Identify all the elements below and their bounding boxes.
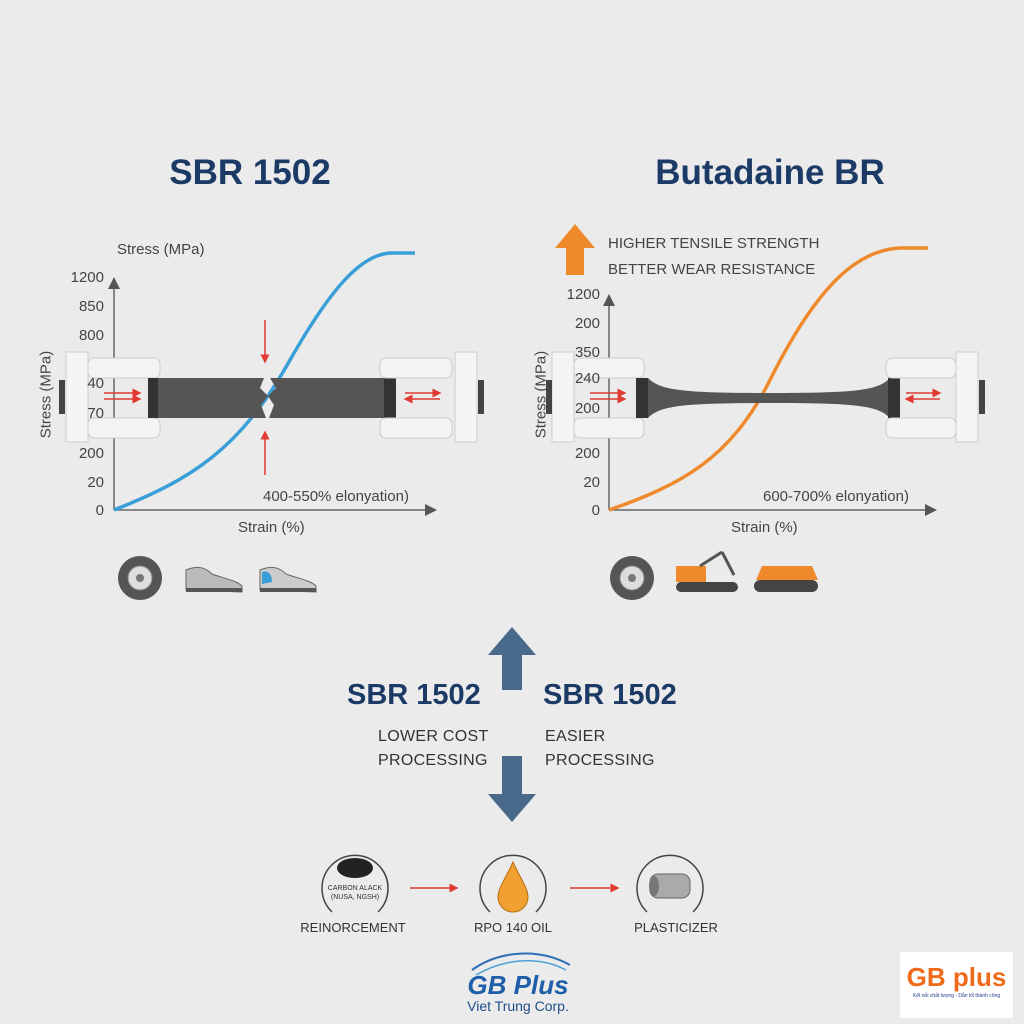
tracked-vehicle-icon xyxy=(754,566,818,592)
right-axes xyxy=(603,294,937,516)
right-title: Butadaine BR xyxy=(655,153,885,192)
left-axes xyxy=(108,277,437,516)
oil-drop-icon xyxy=(479,854,547,913)
plasticizer-cylinder-icon xyxy=(636,854,704,913)
br-stress-strain-curve xyxy=(608,246,928,512)
middle-left-title: SBR 1502 xyxy=(347,679,481,711)
y-tick: 20 xyxy=(583,474,600,491)
y-tick: 1200 xyxy=(70,269,104,286)
gb-plus-brand: GB Plus xyxy=(467,970,569,1000)
process-label: PLASTICIZER xyxy=(634,920,718,935)
y-tick: 0 xyxy=(591,502,600,519)
process-label: RPO 140 OIL xyxy=(473,920,553,935)
y-tick: 200 xyxy=(78,445,104,462)
x-axis-label: Strain (%) xyxy=(238,519,305,536)
excavator-icon xyxy=(676,550,738,592)
y-tick: 20 xyxy=(87,474,104,491)
corner-logo-tagline: Kết nối chất lượng - Dẫn lối thành công xyxy=(912,993,1001,999)
y-tick: 200 xyxy=(574,445,600,462)
right-benefit: PROCESSING xyxy=(545,752,655,769)
sneaker-icon xyxy=(185,566,243,593)
y-tick: 800 xyxy=(78,327,104,344)
y-tick: 40 xyxy=(87,375,104,392)
gb-plus-logo-swoosh xyxy=(471,952,571,976)
y-axis-label-top: Stress (MPa) xyxy=(117,241,205,258)
left-title: SBR 1502 xyxy=(169,153,331,192)
y-tick: 70 xyxy=(87,405,104,422)
br-tensile-specimen xyxy=(546,351,985,443)
sbr-stress-strain-curve xyxy=(113,251,415,512)
carbon-black-icon xyxy=(321,854,389,913)
y-tick: 200 xyxy=(574,315,600,332)
sbr-tensile-specimen xyxy=(59,320,484,475)
gb-plus-subtitle: Viet Trung Corp. xyxy=(467,998,569,1014)
y-axis-label-side: Stress (MPa) xyxy=(532,350,550,439)
left-benefit: LOWER COST xyxy=(378,728,489,745)
gb-plus-logo: GB Plus Viet Trung Corp. xyxy=(467,972,569,1014)
y-tick: 1200 xyxy=(566,286,600,303)
middle-right-title: SBR 1502 xyxy=(543,679,677,711)
up-arrow-icon xyxy=(555,224,595,275)
y-tick: 0 xyxy=(95,502,104,519)
elongation-annotation: 400-550% elonyation) xyxy=(263,488,409,505)
sneaker-blue-icon xyxy=(259,566,317,593)
y-axis-label-side: Stress (MPa) xyxy=(37,350,55,439)
carbon-black-text: CARBON ALACK xyxy=(327,885,383,892)
process-label: REINORCEMENT xyxy=(300,920,406,935)
callout-line: HIGHER TENSILE STRENGTH xyxy=(608,235,820,252)
up-arrow-icon xyxy=(488,627,536,690)
y-tick: 350 xyxy=(574,344,600,361)
carbon-black-grades: (NUSA, NGSH) xyxy=(330,894,380,901)
x-axis-label: Strain (%) xyxy=(731,519,798,536)
callout-line: BETTER WEAR RESISTANCE xyxy=(608,261,816,278)
carbon-black-label: CARBON ALACK (NUSA, NGSH) xyxy=(328,884,382,902)
corner-logo-brand: GB plus xyxy=(906,962,1007,992)
y-tick: 240 xyxy=(574,370,600,387)
left-benefit: PROCESSING xyxy=(378,752,488,769)
right-benefit: EASIER xyxy=(545,728,606,745)
down-arrow-icon xyxy=(488,756,536,822)
y-tick: 200 xyxy=(574,400,600,417)
elongation-annotation: 600-700% elonyation) xyxy=(763,488,909,505)
corner-logo: GB plus Kết nối chất lượng - Dẫn lối thà… xyxy=(900,952,1013,1018)
y-tick: 850 xyxy=(78,298,104,315)
tire-icon xyxy=(610,556,654,600)
tire-icon xyxy=(118,556,162,600)
